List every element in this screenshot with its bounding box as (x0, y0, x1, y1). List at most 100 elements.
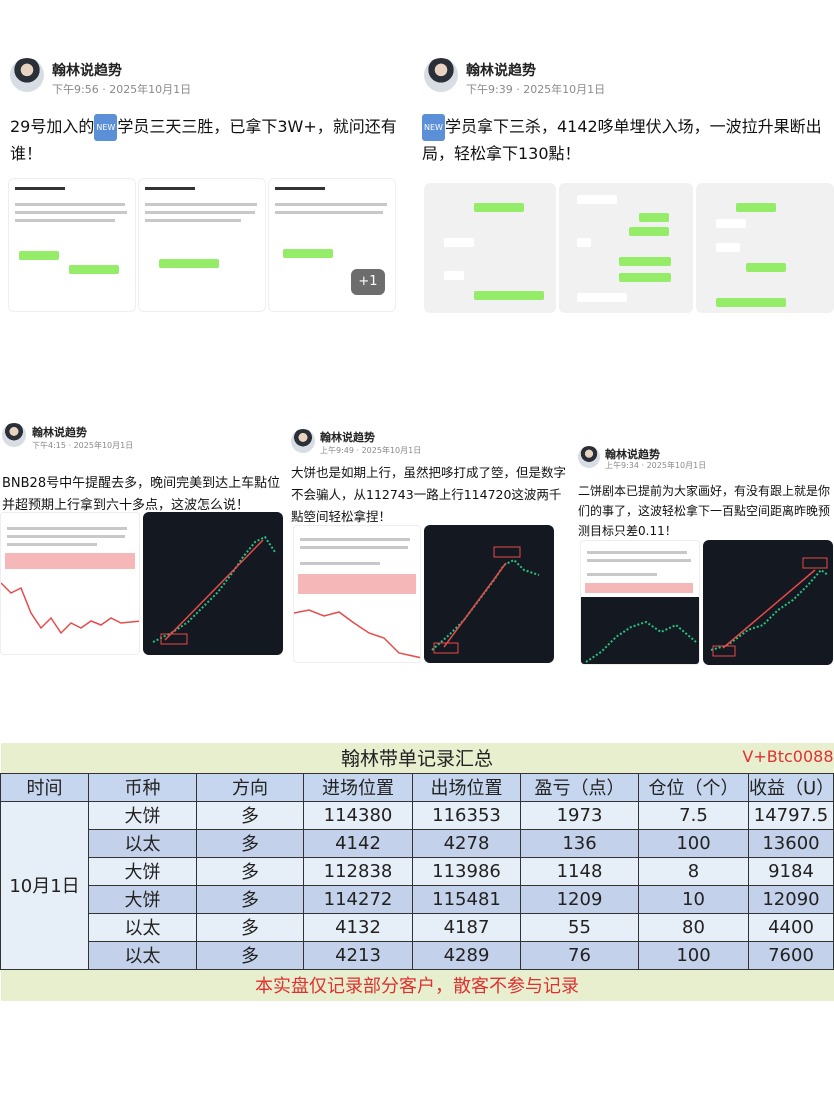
table-cell: 7600 (748, 940, 834, 970)
column-header: 收益（U） (748, 772, 834, 802)
table-cell: 114272 (303, 884, 413, 914)
post-time: 上午9:34 · 2025年10月1日 (605, 461, 707, 470)
post-text: 二饼剧本已提前为大家画好，有没有跟上就是你们的事了，这波轻松拿下一百點空间距离昨… (578, 484, 831, 538)
price-chart (1, 582, 139, 635)
column-header: 币种 (88, 772, 197, 802)
post-image[interactable]: +1 (268, 178, 396, 312)
table-cell: 多 (196, 940, 304, 970)
table-cell: 多 (196, 828, 304, 858)
text-part: 学员拿下三杀，4142哆单埋伏入场，一波拉升果断出局，轻松拿下130點！ (422, 117, 822, 163)
table-row: 以太多 4213 4289 76 100 7600 (1, 940, 834, 970)
author-name[interactable]: 翰林说趋势 (320, 431, 375, 444)
candlestick-chart (431, 546, 540, 654)
post-image[interactable] (580, 540, 700, 665)
table-cell: 1148 (520, 856, 639, 886)
table-cell: 1973 (520, 800, 639, 830)
post-text: 29号加入的 NEW 学员三天三胜，已拿下3W+，就问还有谁！ (10, 114, 405, 166)
post-image[interactable] (8, 178, 136, 312)
table-cell: 112838 (303, 856, 413, 886)
column-header: 方向 (196, 772, 304, 802)
table-row: 大饼多 114272 115481 1209 10 12090 (1, 884, 834, 914)
table-row: 10月1日 大饼多 114380 116353 1973 7.5 14797.5 (0, 800, 834, 970)
table-header: 时间 币种 方向 进场位置 出场位置 盈亏（点） 仓位（个） 收益（U） (0, 772, 834, 802)
column-header: 时间 (0, 772, 89, 802)
post-time: 下午4:15 · 2025年10月1日 (32, 441, 134, 450)
table-cell: 7.5 (638, 800, 749, 830)
table-cell: 13600 (748, 828, 834, 858)
author-name[interactable]: 翰林说趋势 (52, 63, 122, 79)
column-header: 出场位置 (412, 772, 521, 802)
more-images-button[interactable]: +1 (351, 269, 385, 295)
new-badge-icon: NEW (94, 114, 118, 141)
post-image[interactable] (293, 525, 421, 663)
table-cell: 大饼 (88, 800, 197, 830)
post-text: 大饼也是如期上行，虽然把哆打成了箜，但是数字不会骗人，从112743一路上行11… (291, 465, 567, 524)
author-name[interactable]: 翰林说趋势 (605, 448, 660, 461)
post-image[interactable] (138, 178, 266, 312)
post-time: 下午9:56 · 2025年10月1日 (52, 83, 192, 96)
post-image[interactable] (0, 512, 140, 655)
table-cell: 115481 (412, 884, 521, 914)
post-time: 下午9:39 · 2025年10月1日 (466, 83, 606, 96)
candlestick-chart (581, 597, 699, 664)
post-4: 翰林说趋势 上午9:49 · 2025年10月1日 大饼也是如期上行，虽然把哆打… (288, 415, 573, 665)
table-cell: 55 (520, 912, 639, 942)
table-cell: 113986 (412, 856, 521, 886)
column-header: 仓位（个） (638, 772, 749, 802)
table-cell: 多 (196, 800, 304, 830)
candlestick-chart (710, 557, 829, 657)
table-row: 以太多 4132 4187 55 80 4400 (1, 912, 834, 942)
post-1: 翰林说趋势 下午9:56 · 2025年10月1日 29号加入的 NEW 学员三天三… (0, 0, 415, 320)
table-cell: 80 (638, 912, 749, 942)
post-image[interactable] (703, 540, 833, 665)
post-image[interactable] (143, 512, 283, 655)
table-cell: 以太 (88, 940, 197, 970)
table-cell: 8 (638, 856, 749, 886)
table-cell: 12090 (748, 884, 834, 914)
avatar[interactable] (578, 446, 600, 468)
table-cell: 大饼 (88, 856, 197, 886)
table-cell: 以太 (88, 828, 197, 858)
table-cell: 多 (196, 912, 304, 942)
table-cell: 136 (520, 828, 639, 858)
author-name[interactable]: 翰林说趋势 (466, 63, 536, 79)
column-header: 盈亏（点） (520, 772, 639, 802)
table-cell: 1209 (520, 884, 639, 914)
table-cell: 4132 (303, 912, 413, 942)
date-cell: 10月1日 (0, 800, 89, 970)
table-row: 以太多 4142 4278 136 100 13600 (1, 828, 834, 858)
table-cell: 多 (196, 856, 304, 886)
avatar[interactable] (424, 58, 458, 92)
avatar[interactable] (10, 58, 44, 92)
post-2: 翰林说趋势 下午9:39 · 2025年10月1日 NEW 学员拿下三杀，4142… (418, 0, 834, 320)
post-image[interactable] (559, 183, 693, 313)
text-part: 学员三天三胜，已拿下3W+，就问还有谁！ (10, 117, 397, 163)
table-cell: 76 (520, 940, 639, 970)
author-name[interactable]: 翰林说趋势 (32, 426, 87, 439)
table-cell: 9184 (748, 856, 834, 886)
avatar[interactable] (2, 423, 26, 447)
post-image[interactable] (696, 183, 834, 313)
table-cell: 14797.5 (748, 800, 834, 830)
new-badge-icon: NEW (422, 114, 445, 141)
table-cell: 大饼 (88, 884, 197, 914)
candlestick-chart (152, 535, 276, 645)
table-cell: 4278 (412, 828, 521, 858)
table-cell: 116353 (412, 800, 521, 830)
post-time: 上午9:49 · 2025年10月1日 (320, 446, 422, 455)
table-cell: 4187 (412, 912, 521, 942)
table-cell: 114380 (303, 800, 413, 830)
table-cell: 4400 (748, 912, 834, 942)
post-image[interactable] (424, 183, 556, 313)
table-title: 翰林带单记录汇总 V+Btc0088 (0, 743, 834, 773)
table-cell: 100 (638, 940, 749, 970)
table-title-text: 翰林带单记录汇总 (340, 748, 493, 771)
table-cell: 以太 (88, 912, 197, 942)
post-text: BNB28号中午提醒去多，晚间完美到达上车點位并超预期上行拿到六十多点，这波怎么… (2, 476, 281, 513)
post-image[interactable] (424, 525, 554, 663)
price-chart (294, 609, 420, 659)
text-part: 29号加入的 (10, 117, 95, 136)
table-cell: 100 (638, 828, 749, 858)
avatar[interactable] (291, 429, 315, 453)
column-header: 进场位置 (303, 772, 413, 802)
